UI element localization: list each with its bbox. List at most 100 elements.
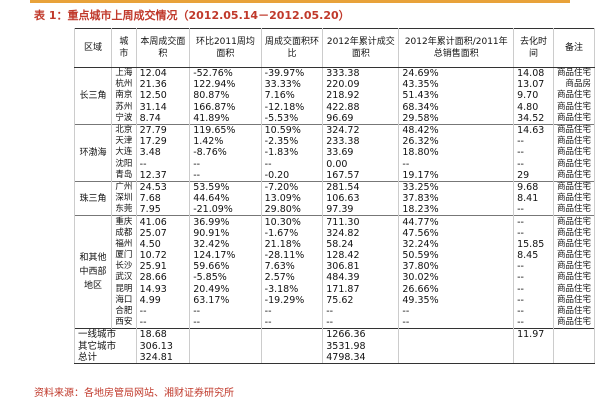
cell: 商品住宅	[552, 169, 595, 182]
cell: 124.17%	[189, 250, 262, 262]
cell: 43.35%	[398, 79, 515, 91]
cell: 10.72	[135, 250, 191, 262]
cell: 324.81	[135, 351, 191, 364]
cell: 29	[513, 169, 554, 182]
cell: 4.50	[135, 238, 191, 250]
cell: 15.85	[513, 238, 554, 250]
cell: 南京	[111, 90, 137, 102]
cell: 422.88	[322, 101, 400, 113]
data-row: 厦门 10.72 124.17% -28.11% 128.42 50.59% 8.45 商品住…	[75, 250, 595, 262]
cell: 4798.34	[322, 351, 400, 364]
cell: 成都	[111, 227, 137, 239]
cell: --	[513, 261, 554, 273]
cell: 商品住宅	[552, 294, 595, 306]
header-cell: 环比2011周均面积	[189, 28, 262, 68]
empty-cell	[552, 328, 595, 341]
header-cell: 2012年累计成交面积	[322, 28, 400, 68]
data-row: 宁波 8.74 41.89% -5.53% 96.69 29.58% 34.52 商品住宅	[75, 112, 595, 125]
cell: 12.50	[135, 90, 191, 102]
empty-cell	[552, 340, 595, 352]
cell: 13.07	[513, 79, 554, 91]
cell: 324.82	[322, 227, 400, 239]
cell: 商品住宅	[552, 305, 595, 318]
cell: 25.07	[135, 227, 191, 239]
cell: -52.76%	[189, 67, 262, 80]
cell: 122.94%	[189, 79, 262, 91]
cell: --	[513, 204, 554, 216]
empty-cell	[260, 351, 324, 364]
cell: 51.43%	[398, 90, 515, 102]
cell: 119.65%	[189, 123, 262, 137]
cell: 33.69	[322, 147, 400, 159]
cell: --	[189, 158, 262, 170]
cell: 75.62	[322, 294, 400, 306]
cell: 商品住宅	[552, 204, 595, 216]
cell: 18.80%	[398, 147, 515, 159]
empty-cell	[398, 328, 515, 341]
cell: 47.56%	[398, 227, 515, 239]
cell: 58.24	[322, 238, 400, 250]
header-cell: 去化时间	[513, 28, 554, 68]
cell: 14.08	[513, 67, 554, 80]
summary: 一线城市 18.68 1266.36 11.97 其它城市 306.13 3531.98 总计…	[74, 328, 595, 364]
cell: 27.79	[135, 123, 191, 137]
cell: 商品住宅	[552, 227, 595, 239]
cell: 96.69	[322, 112, 400, 125]
empty-cell	[398, 351, 515, 364]
cell: 商品住宅	[552, 215, 595, 228]
empty-cell	[189, 328, 262, 341]
cell: 西安	[111, 317, 137, 329]
cell: --	[513, 158, 554, 170]
cell: 306.13	[135, 340, 191, 352]
cell: --	[513, 294, 554, 306]
cell: --	[260, 317, 324, 329]
data-row: 沈阳 -- -- -- 0.00 -- -- 商品住宅	[75, 158, 595, 170]
cell: 1.42%	[189, 136, 262, 148]
cell: 广州	[111, 180, 137, 194]
cell: 商品住宅	[552, 123, 595, 137]
table-title: 表 1：重点城市上周成交情况（2012.05.14－2012.05.20）	[34, 9, 350, 22]
cell: 33.25%	[398, 180, 515, 194]
cell: 37.80%	[398, 261, 515, 273]
cell: 63.17%	[189, 294, 262, 306]
cell: -5.53%	[260, 112, 324, 125]
region-cell: 长三角	[74, 67, 112, 125]
cell: 281.54	[322, 180, 400, 194]
cell: 220.09	[322, 79, 400, 91]
cell: 68.34%	[398, 101, 515, 113]
cell: 4.99	[135, 294, 191, 306]
cell: 9.70	[513, 90, 554, 102]
data-row: 西安 -- -- -- -- -- -- 商品住宅	[75, 317, 595, 329]
region-cell: 珠三角	[74, 180, 112, 216]
cell: -1.67%	[260, 227, 324, 239]
cell: 福州	[111, 238, 137, 250]
cell: 10.30%	[260, 215, 324, 228]
region-group: 环渤海 北京 27.79 119.65% 10.59% 324.72 48.42% 14.63…	[74, 123, 595, 182]
cell: 10.59%	[260, 123, 324, 137]
cell: 28.66	[135, 272, 191, 284]
cell: 昆明	[111, 283, 137, 295]
cell: 商品住宅	[552, 147, 595, 159]
cell: 48.42%	[398, 123, 515, 137]
cell: 26.32%	[398, 136, 515, 148]
cell: 青岛	[111, 169, 137, 182]
header-cell: 城市	[111, 28, 137, 68]
cell: 7.68	[135, 193, 191, 205]
cell: 宁波	[111, 112, 137, 125]
cell: 商品住宅	[552, 238, 595, 250]
data-table: 区域 城市 本周成交面积 环比2011周均面积 周成交面积环比 2012年累计成交面积 20…	[74, 28, 595, 364]
cell: 11.97	[513, 328, 554, 341]
cell: 30.02%	[398, 272, 515, 284]
cell: --	[513, 215, 554, 228]
data-row: 南京 12.50 80.87% 7.16% 218.92 51.43% 9.70 商品住宅	[75, 90, 595, 102]
cell: 32.24%	[398, 238, 515, 250]
cell: 37.83%	[398, 193, 515, 205]
cell: 7.95	[135, 204, 191, 216]
cell: -5.85%	[189, 272, 262, 284]
cell: -1.83%	[260, 147, 324, 159]
empty-cell	[552, 351, 595, 364]
empty-cell	[189, 340, 262, 352]
cell: 商品住宅	[552, 250, 595, 262]
cell: --	[322, 305, 400, 318]
